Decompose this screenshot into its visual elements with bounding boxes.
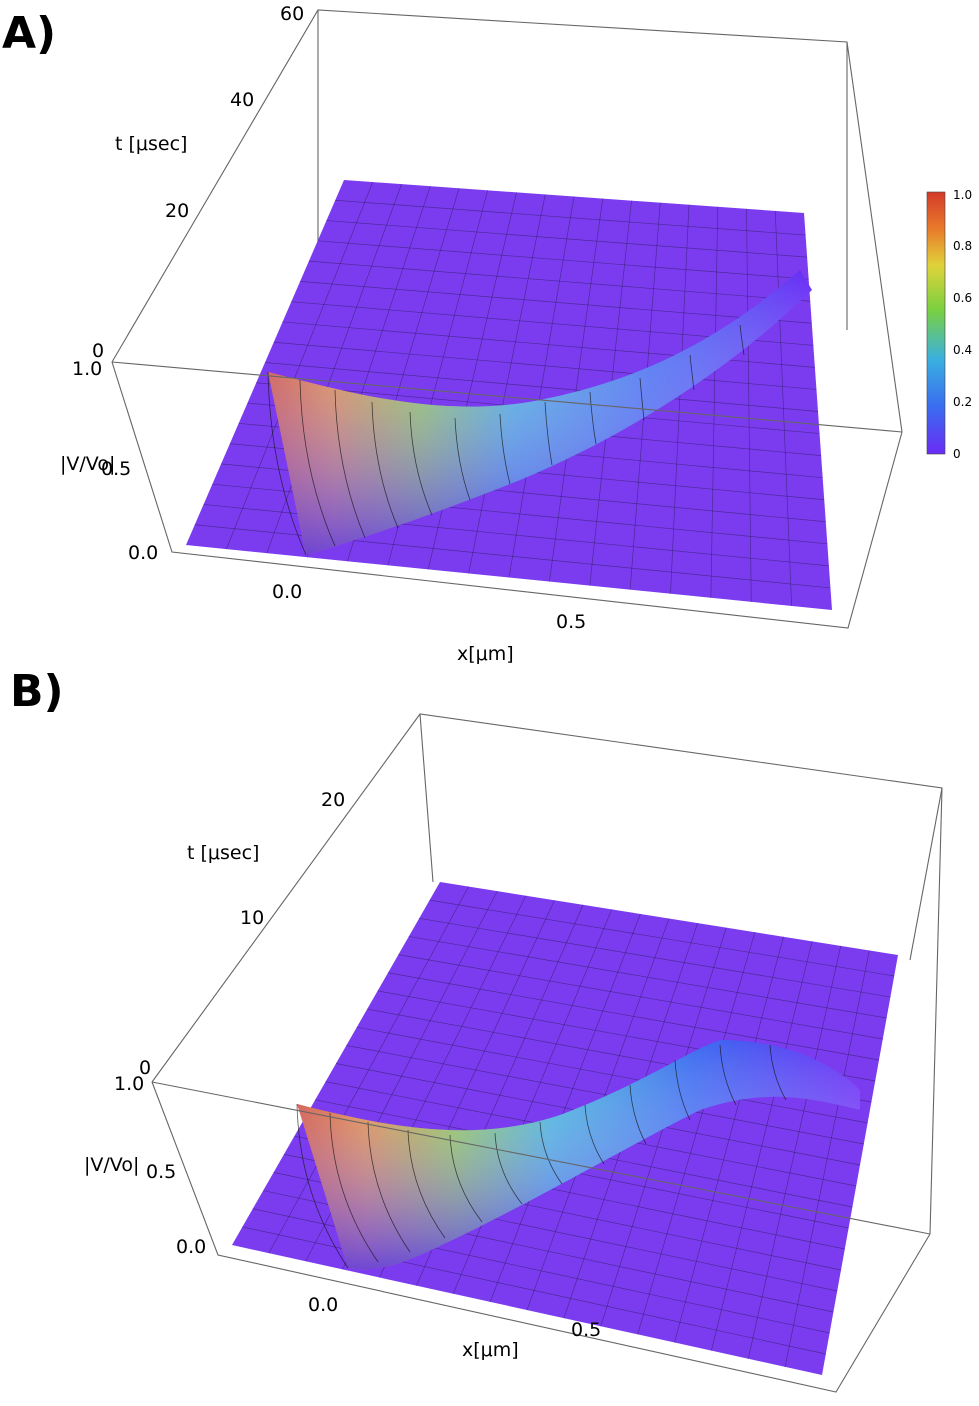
panel-b-z-axis-label: |V/Vo| xyxy=(84,1154,139,1176)
ridge-profile-line xyxy=(589,391,597,445)
ridge-profile-line xyxy=(334,389,366,539)
panel-a-t-tick: 60 xyxy=(280,3,304,25)
panel-b-t-tick: 20 xyxy=(321,789,345,811)
panel-a-t-axis-label: t [μsec] xyxy=(115,133,187,155)
panel-a-ridge-lines xyxy=(267,324,745,556)
panel-a-z-tick: 0.0 xyxy=(128,542,158,564)
panel-a-z-tick: 1.0 xyxy=(72,358,102,380)
panel-b-box-front xyxy=(151,1081,931,1393)
surface-grid-line xyxy=(356,1026,868,1124)
panel-a-x-tick: 0.0 xyxy=(272,581,302,603)
ridge-profile-line xyxy=(407,1129,446,1239)
panel-b-t-tick: 10 xyxy=(240,907,264,929)
surface-grid-line xyxy=(387,972,880,1061)
panel-a-label: A) xyxy=(2,8,56,59)
surface-grid-line xyxy=(273,341,817,390)
panel-b: B) 20 10 0 1.0 0.5 0.0 0.0 0.5 t [μsec] … xyxy=(10,666,943,1393)
panel-b-x-tick: 0.0 xyxy=(308,1294,338,1316)
panel-a-z-tick: 0.5 xyxy=(101,458,131,480)
surface-grid-line xyxy=(300,281,812,324)
surface-grid-line xyxy=(242,1226,826,1355)
surface-grid-line xyxy=(398,954,883,1040)
colorbar-tick: 0.6 xyxy=(953,291,972,305)
panel-a-ridge-shade xyxy=(268,270,812,555)
colorbar-tick: 0 xyxy=(953,447,961,461)
surface-grid-line xyxy=(326,220,808,258)
panel-b-t-tick: 0 xyxy=(139,1057,151,1079)
panel-a-z-axis-label: |V/Vo| xyxy=(60,453,115,475)
panel-b-label: B) xyxy=(10,666,64,717)
colorbar-tick: 1.0 xyxy=(953,188,972,202)
panel-a-x-tick: 0.5 xyxy=(556,611,586,633)
ridge-profile-line xyxy=(299,379,336,547)
panel-a-box-edge xyxy=(111,361,903,433)
panel-b-z-tick: 1.0 xyxy=(114,1073,144,1095)
panel-b-box-edge xyxy=(151,1081,931,1235)
panel-b-t-axis-label: t [μsec] xyxy=(187,842,259,864)
panel-a-box-front xyxy=(111,361,903,629)
ridge-profile-line xyxy=(296,1103,349,1269)
panel-a-x-axis-label: x[μm] xyxy=(457,643,514,665)
ridge-profile-line xyxy=(371,401,399,529)
surface-grid-line xyxy=(317,240,809,280)
colorbar-tick: 0.8 xyxy=(953,239,972,253)
ridge-profile-line xyxy=(769,1044,787,1101)
ridge-profile-line xyxy=(674,1059,691,1121)
ridge-profile-line xyxy=(544,401,553,466)
panel-b-z-tick: 0.5 xyxy=(146,1161,176,1183)
ridge-profile-line xyxy=(739,324,745,356)
surface-grid-line xyxy=(419,917,891,998)
ridge-profile-line xyxy=(719,1044,737,1106)
panel-a-colorbar: 1.0 0.8 0.6 0.4 0.2 0 xyxy=(926,188,972,461)
panel-b-x-tick: 0.5 xyxy=(571,1319,601,1341)
ridge-profile-line xyxy=(539,1121,563,1185)
panel-b-x-axis-label: x[μm] xyxy=(462,1339,519,1361)
ridge-profile-line xyxy=(267,371,307,556)
ridge-profile-line xyxy=(494,1132,523,1205)
surface-grid-line xyxy=(194,524,831,589)
panel-b-z-tick: 0.0 xyxy=(176,1236,206,1258)
ridge-profile-line xyxy=(689,354,695,391)
panel-a-t-tick: 0 xyxy=(92,340,104,362)
panel-a-box-back xyxy=(111,9,903,433)
colorbar-gradient xyxy=(926,191,946,455)
surface-grid-line xyxy=(346,1045,864,1145)
ridge-profile-line xyxy=(454,417,471,501)
ridge-profile-line xyxy=(639,377,645,421)
ridge-profile-line xyxy=(409,411,433,516)
panel-a-t-tick: 20 xyxy=(165,200,189,222)
ridge-profile-line xyxy=(329,1112,379,1263)
ridge-profile-line xyxy=(499,413,511,485)
panel-a-t-tick: 40 xyxy=(230,89,254,111)
surface-grid-line xyxy=(308,260,811,302)
surface-grid-line xyxy=(335,199,806,236)
panel-b-box-edge xyxy=(419,713,434,883)
panel-b-ridge-shade xyxy=(297,1040,860,1270)
panel-b-ridge-lines xyxy=(296,1044,787,1269)
panel-b-box-back xyxy=(151,713,943,1235)
ridge-profile-line xyxy=(629,1084,647,1145)
colorbar-tick: 0.4 xyxy=(953,343,972,357)
ridge-profile-line xyxy=(449,1134,483,1223)
surface-grid-line xyxy=(429,899,895,977)
surface-grid-line xyxy=(264,362,819,412)
ridge-profile-line xyxy=(367,1121,411,1253)
surface-grid-line xyxy=(408,936,887,1019)
panel-b-box-edge xyxy=(909,787,943,961)
panel-a: A) 60 40 20 0 1.0 0.5 0.0 0.0 0.5 t [μse… xyxy=(2,3,972,665)
colorbar-tick: 0.2 xyxy=(953,395,972,409)
ridge-profile-line xyxy=(584,1104,605,1165)
